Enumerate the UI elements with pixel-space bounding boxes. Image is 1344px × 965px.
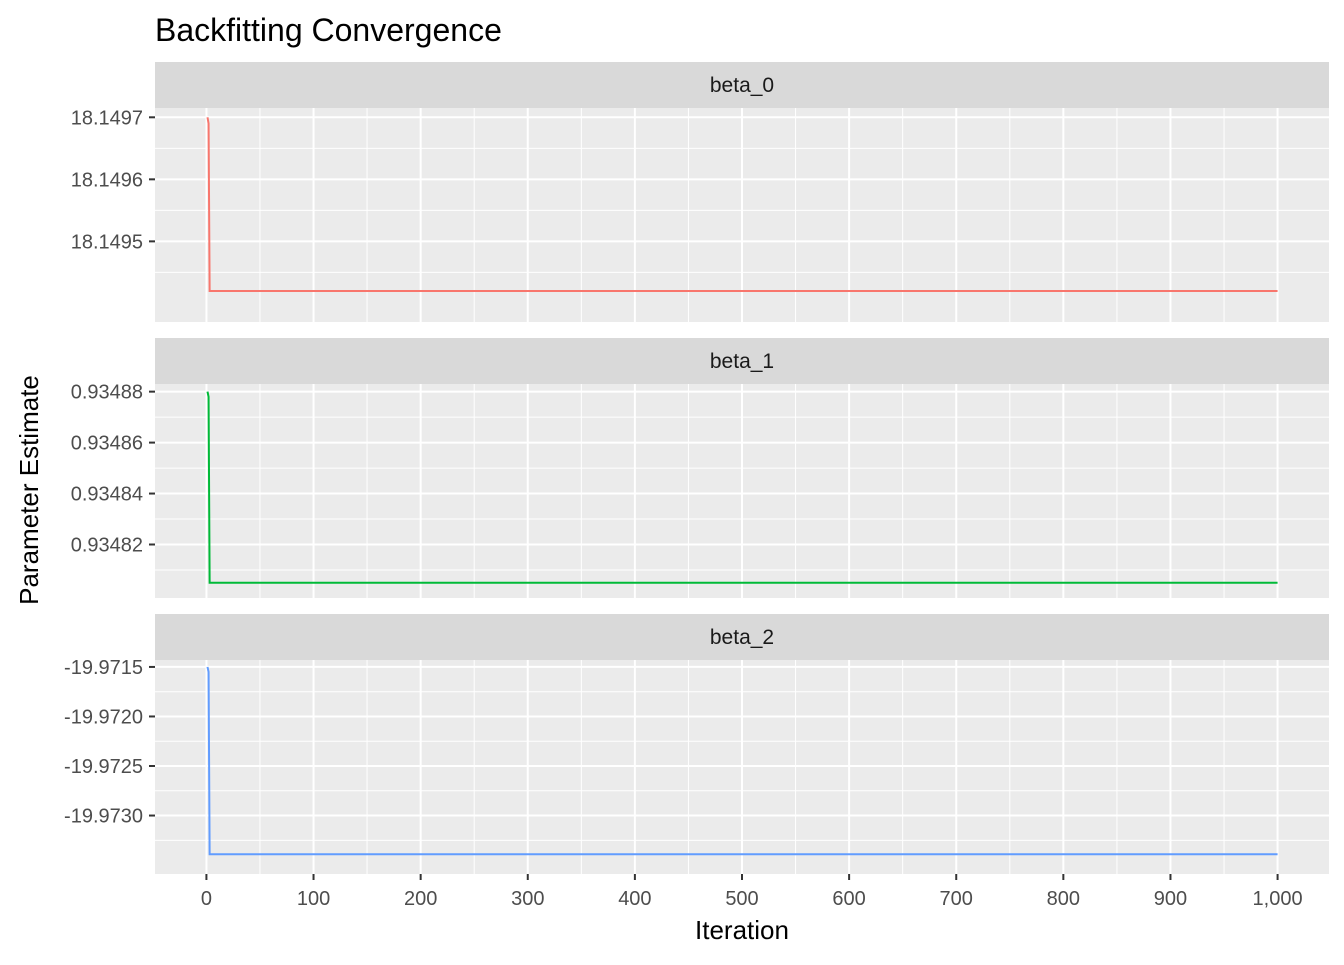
panel-beta_1: beta_1 0.93482 0.93484 0.93486 0.93488 (71, 338, 1329, 598)
series-line-beta_0 (206, 117, 1278, 292)
y-tick-label: 0.93484 (71, 484, 143, 506)
x-tick-label: 400 (618, 888, 651, 910)
x-axis-title: Iteration (695, 915, 789, 945)
x-tick-label: 600 (832, 888, 865, 910)
x-tick-label: 800 (1047, 888, 1080, 910)
y-tick-label: -19.9730 (64, 806, 143, 828)
y-tick-label: -19.9715 (64, 657, 143, 679)
panel-strip-label: beta_0 (710, 74, 774, 97)
panel-strip (155, 62, 1329, 108)
panel-strip (155, 614, 1329, 660)
panel-strip (155, 338, 1329, 384)
x-tick-label: 700 (940, 888, 973, 910)
series-line-beta_1 (206, 391, 1278, 584)
y-tick-label: -19.9720 (64, 706, 143, 728)
x-tick-label: 1,000 (1253, 888, 1303, 910)
y-tick-label: 18.1497 (71, 107, 143, 129)
x-tick-label: 100 (297, 888, 330, 910)
y-tick-label: 18.1496 (71, 169, 143, 191)
y-tick-label: 0.93486 (71, 433, 143, 455)
x-tick-label: 200 (404, 888, 437, 910)
y-tick-label: -19.9725 (64, 756, 143, 778)
x-tick-label: 300 (511, 888, 544, 910)
y-tick-label: 0.93488 (71, 382, 143, 404)
x-tick-label: 900 (1154, 888, 1187, 910)
y-tick-label: 0.93482 (71, 535, 143, 557)
x-tick-label: 500 (725, 888, 758, 910)
panel-beta_0: beta_0 18.1495 18.1496 18.1497 (71, 62, 1329, 322)
chart-title: Backfitting Convergence (155, 12, 502, 48)
x-axis: 0 100 200 300 400 500 600 700 800 900 1,000 (201, 874, 1303, 910)
panel-beta_2: beta_2 -19.9730 -19.9725 -19.9720 -19.9715 (64, 614, 1329, 874)
panels: beta_0 18.1495 18.1496 18.1497 beta_1 0.93482… (64, 62, 1329, 874)
series-line-beta_2 (206, 666, 1278, 856)
panel-strip-label: beta_2 (710, 626, 774, 649)
x-tick-label: 0 (201, 888, 212, 910)
y-axis-title: Parameter Estimate (14, 375, 44, 605)
panel-strip-label: beta_1 (710, 350, 774, 373)
y-tick-label: 18.1495 (71, 231, 143, 253)
